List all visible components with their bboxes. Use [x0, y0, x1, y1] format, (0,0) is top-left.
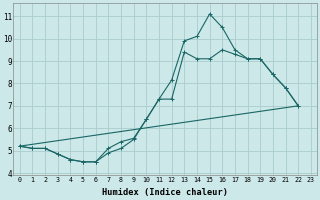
- X-axis label: Humidex (Indice chaleur): Humidex (Indice chaleur): [102, 188, 228, 197]
